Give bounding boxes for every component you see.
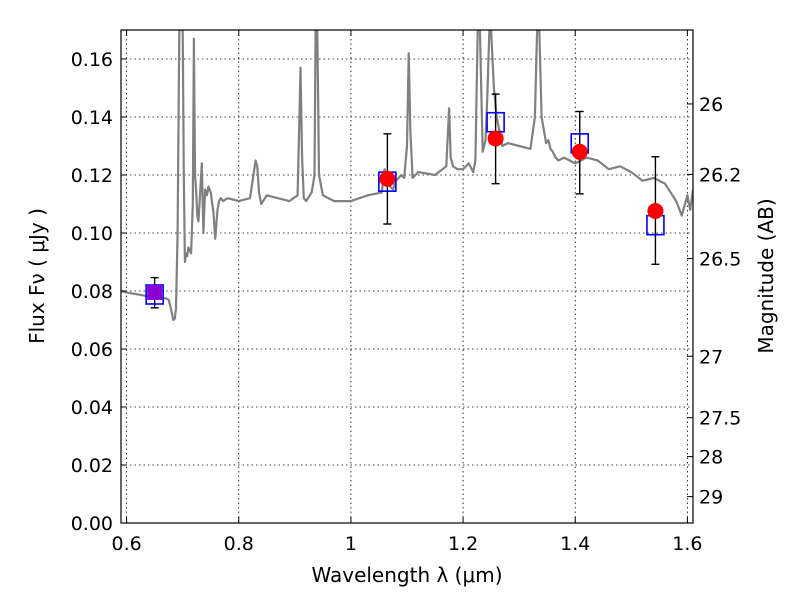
x-tick-label: 1.6 xyxy=(672,533,702,555)
spectrum-line xyxy=(121,30,693,322)
mag-tick-label: 26.5 xyxy=(699,249,741,271)
x-tick-label: 0.6 xyxy=(111,533,141,555)
observed-square-marker xyxy=(147,284,163,300)
x-tick-label: 1 xyxy=(345,533,357,555)
y-tick-label: 0.14 xyxy=(71,107,113,129)
mag-tick-label: 27 xyxy=(699,346,723,368)
mag-tick-label: 28 xyxy=(699,447,723,469)
x-tick-label: 1.2 xyxy=(448,533,478,555)
y-tick-label: 0.12 xyxy=(71,165,113,187)
y-tick-label: 0.08 xyxy=(71,281,113,303)
mag-tick-label: 26 xyxy=(699,94,723,116)
y-tick-label: 0.06 xyxy=(71,339,113,361)
y-tick-label: 0.00 xyxy=(71,513,113,535)
y-tick-label: 0.04 xyxy=(71,397,113,419)
observed-point xyxy=(571,143,588,160)
mag-tick-label: 26.2 xyxy=(699,164,741,186)
y-tick-label: 0.10 xyxy=(71,223,113,245)
y-axis-right-label: Magnitude (AB) xyxy=(754,198,778,353)
series-layer xyxy=(121,30,693,322)
y-axis-label: Flux Fν ( μJy ) xyxy=(25,208,49,344)
plot-frame xyxy=(120,29,694,524)
x-tick-label: 1.4 xyxy=(560,533,590,555)
mag-tick-label: 27.5 xyxy=(699,408,741,430)
mag-tick-label: 29 xyxy=(699,487,723,509)
observed-point xyxy=(487,130,504,147)
observed-point xyxy=(379,170,396,187)
plot-area xyxy=(121,30,693,322)
y-tick-label: 0.16 xyxy=(71,49,113,71)
ticks: 0.6 0.8 1 1.2 1.4 1.6 0.00 0.02 0.04 0.06 0.08 0.10… xyxy=(71,30,741,555)
x-axis-label: Wavelength λ (μm) xyxy=(311,563,502,587)
y-tick-label: 0.02 xyxy=(71,455,113,477)
x-tick-label: 0.8 xyxy=(224,533,254,555)
observed-point xyxy=(647,202,664,219)
